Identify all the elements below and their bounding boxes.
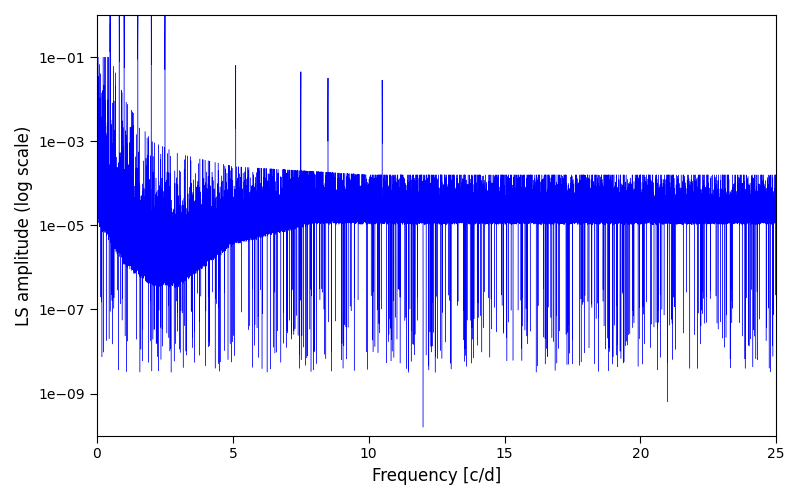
Y-axis label: LS amplitude (log scale): LS amplitude (log scale) [15, 125, 33, 326]
X-axis label: Frequency [c/d]: Frequency [c/d] [372, 467, 502, 485]
